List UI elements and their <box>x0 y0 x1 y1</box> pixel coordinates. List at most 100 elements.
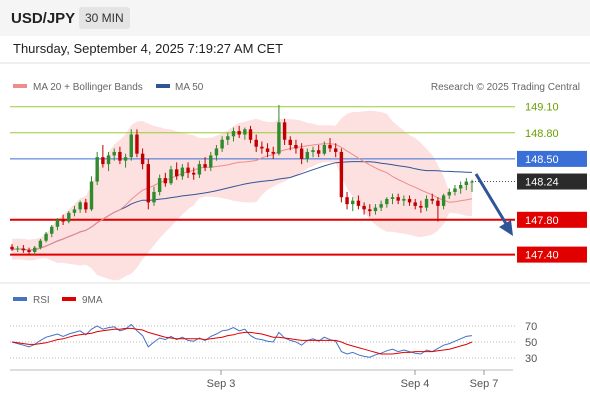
rsi-tick-label-1: 50 <box>525 337 537 349</box>
candle-body <box>44 233 48 241</box>
rsi-grid: 70 50 30 <box>10 321 537 365</box>
level-tag-3 <box>517 211 587 228</box>
candle <box>334 143 338 158</box>
candle-body <box>458 185 463 189</box>
candle-body <box>231 131 236 137</box>
candle-body <box>78 202 82 210</box>
candle-body <box>464 181 469 185</box>
candle <box>10 244 14 252</box>
candle <box>345 191 349 210</box>
candle <box>112 148 116 161</box>
candle <box>95 151 99 185</box>
candle <box>402 195 406 206</box>
candle-body <box>10 246 14 250</box>
candle-body <box>95 157 99 182</box>
candle-body <box>186 167 190 173</box>
last-price-tag <box>517 173 587 190</box>
x-tick-label-2: Sep 7 <box>470 378 499 390</box>
candle <box>413 198 417 210</box>
candle-body <box>322 144 327 154</box>
candle-body <box>27 250 31 252</box>
candle-body <box>351 200 355 205</box>
candle-body <box>140 153 145 165</box>
rsi-legend-swatch <box>13 297 27 301</box>
ma20-legend-swatch <box>13 84 27 88</box>
candle-body <box>254 139 258 147</box>
candle <box>248 125 253 144</box>
candle-body <box>379 204 383 208</box>
x-tick-label-1: Sep 4 <box>401 378 430 390</box>
candle <box>226 132 230 145</box>
candle-body <box>220 139 224 149</box>
candle <box>362 202 366 215</box>
candle <box>140 148 145 170</box>
price-levels: 149.10 148.80 148.50 147.80 147.40 <box>10 102 587 263</box>
timeframe-badge[interactable]: 30 MIN <box>79 7 130 29</box>
candle-body <box>282 122 287 140</box>
candle-body <box>260 146 264 149</box>
level-label-4: 147.40 <box>525 250 559 262</box>
level-label-2: 148.50 <box>525 154 559 166</box>
candle <box>254 134 258 152</box>
candle <box>61 214 65 226</box>
candle-body <box>299 148 304 159</box>
candle <box>129 129 133 161</box>
candle-body <box>334 148 338 152</box>
candle-body <box>237 131 241 135</box>
candle-body <box>356 200 361 206</box>
candle <box>407 195 412 206</box>
candle <box>118 146 122 165</box>
candle <box>174 162 179 180</box>
candle <box>146 158 150 210</box>
candle <box>21 245 26 253</box>
candle <box>214 144 219 161</box>
candle <box>50 225 54 238</box>
candle-body <box>106 155 111 165</box>
rsi-tick-label-2: 30 <box>525 353 537 365</box>
candle-body <box>118 151 122 161</box>
candle-body <box>385 198 389 205</box>
rsi-legend-label: RSI <box>33 295 50 306</box>
rsi-ma-legend-swatch <box>62 297 76 301</box>
candle <box>209 151 213 172</box>
candle-body <box>311 150 315 152</box>
candle <box>356 195 361 210</box>
candle <box>106 151 111 172</box>
candle <box>67 211 71 224</box>
main-legend: MA 20 + Bollinger Bands MA 50 Research ©… <box>13 82 580 93</box>
candle <box>447 188 451 199</box>
candle-body <box>305 151 310 159</box>
candle-body <box>61 219 65 222</box>
candle-body <box>396 197 400 201</box>
candle-body <box>402 198 406 201</box>
candle <box>373 204 378 215</box>
candle <box>271 146 275 159</box>
candle-body <box>33 247 37 252</box>
candle-body <box>447 191 451 196</box>
candle-body <box>84 202 88 210</box>
candle-body <box>339 151 344 198</box>
candle-body <box>368 209 372 212</box>
candle <box>157 174 162 196</box>
candle-body <box>390 197 395 199</box>
candle <box>15 245 20 252</box>
candle-body <box>89 181 94 210</box>
candle <box>220 136 224 152</box>
candle <box>390 193 395 205</box>
candle <box>163 172 168 187</box>
rsi-tick-label-0: 70 <box>525 321 537 333</box>
candle <box>379 200 383 212</box>
rsi-line <box>11 323 473 358</box>
candle-body <box>101 157 105 165</box>
candle-body <box>424 198 429 208</box>
candle <box>89 176 94 212</box>
candle <box>277 104 281 156</box>
candle <box>72 205 77 217</box>
candle-body <box>243 129 247 135</box>
candle <box>197 160 202 179</box>
forecast-arrow-shaft <box>474 173 510 228</box>
candle-body <box>419 205 423 208</box>
candle <box>299 143 304 165</box>
bollinger-band <box>12 110 472 281</box>
candle <box>78 200 82 213</box>
